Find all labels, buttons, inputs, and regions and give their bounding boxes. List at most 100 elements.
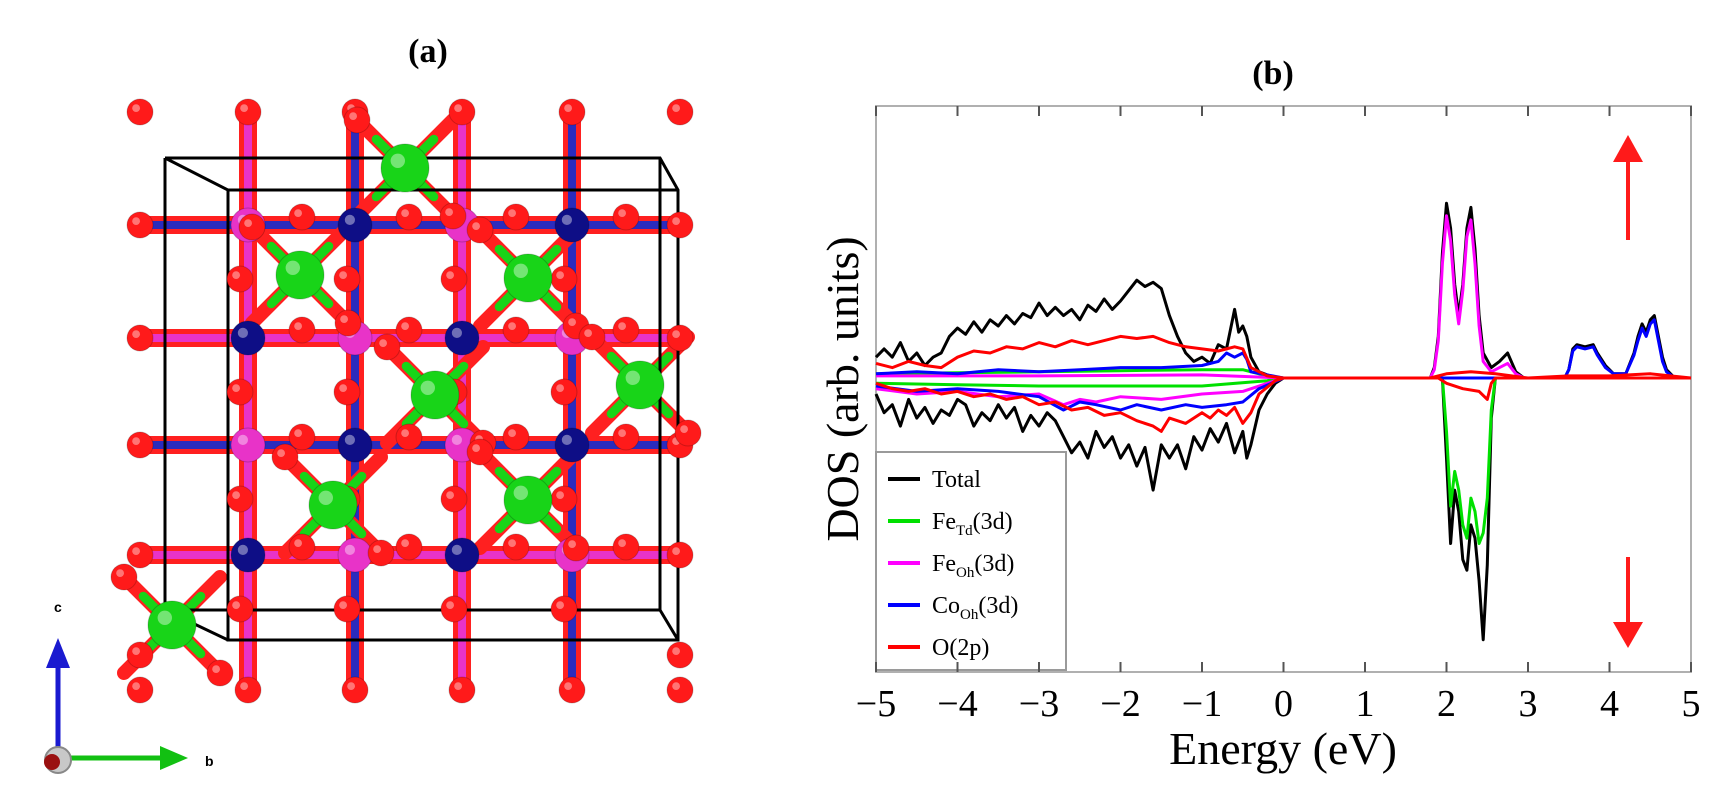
series-o-2p--spin-down: [875, 376, 1691, 433]
oxygen-atom: [440, 485, 468, 513]
dos-chart-panel: (b) Total FeTd(3d) FeOh(3d) CoOh(3d) O(2p) −…: [817, 55, 1701, 774]
oxygen-atom: [502, 423, 530, 451]
oxygen-atom: [288, 533, 316, 561]
oxygen-atom: [226, 378, 254, 406]
crystal-structure-panel: (a) c b: [44, 33, 702, 774]
oxygen-atom: [666, 676, 694, 704]
oxygen-atom: [126, 211, 154, 239]
oxygen-atom: [126, 541, 154, 569]
iron-oh-atom: [337, 537, 373, 573]
oxygen-atom: [395, 423, 423, 451]
oxygen-atom: [612, 203, 640, 231]
a-axis-icon: [44, 754, 60, 770]
oxygen-atom: [666, 324, 694, 352]
x-axis-title: Energy (eV): [1169, 723, 1397, 774]
oxygen-atom: [550, 595, 578, 623]
x-tick-label: −1: [1182, 683, 1222, 725]
iron-td-atom: [380, 143, 430, 193]
series-total-spin-up: [874, 278, 1691, 380]
spin-up-arrow: [1613, 135, 1643, 240]
oxygen-atom: [288, 316, 316, 344]
legend-item: FeTd(3d): [888, 509, 1013, 539]
cobalt-oh-atom: [337, 207, 373, 243]
oxygen-atom: [578, 323, 606, 351]
x-tick-label: −3: [1019, 683, 1059, 725]
oxygen-atom: [126, 324, 154, 352]
oxygen-atom: [612, 316, 640, 344]
oxygen-atom: [333, 378, 361, 406]
oxygen-atom: [466, 216, 494, 244]
x-tick-label: 0: [1274, 683, 1293, 725]
legend-item: O(2p): [888, 635, 989, 661]
bond-network: [117, 106, 695, 689]
x-tick-label: 4: [1600, 683, 1619, 725]
oxygen-atom: [341, 676, 369, 704]
oxygen-atom: [558, 98, 586, 126]
iron-td-atom: [275, 250, 325, 300]
atom-layer: [110, 98, 702, 704]
b-axis-label: b: [205, 753, 214, 769]
oxygen-atom: [466, 438, 494, 466]
legend-label: Total: [932, 467, 981, 493]
x-tick-label: −5: [856, 683, 896, 725]
oxygen-atom: [666, 641, 694, 669]
oxygen-atom: [126, 431, 154, 459]
cobalt-oh-atom: [554, 207, 590, 243]
cobalt-oh-atom: [337, 427, 373, 463]
series-fetd-3d--spin-down: [875, 376, 1691, 545]
cobalt-oh-atom: [554, 427, 590, 463]
series-feoh-3d--spin-up: [876, 214, 1691, 380]
iron-oh-atom: [230, 427, 266, 463]
oxygen-atom: [502, 203, 530, 231]
x-tick-label: 3: [1519, 683, 1538, 725]
oxygen-atom: [448, 98, 476, 126]
oxygen-atom: [226, 485, 254, 513]
legend-item: Total: [888, 467, 981, 493]
iron-td-atom: [147, 600, 197, 650]
legend-item: FeOh(3d): [888, 551, 1014, 581]
oxygen-atom: [110, 563, 138, 591]
oxygen-atom: [126, 98, 154, 126]
legend-label: FeTd(3d): [932, 509, 1013, 539]
x-tick-label: −4: [937, 683, 977, 725]
oxygen-atom: [612, 423, 640, 451]
x-axis-ticks: −5 −4 −3 −2 −1 0 1 2 3 4 5: [856, 106, 1701, 725]
series-cooh-3d--spin-down: [875, 376, 1691, 412]
panel-b-label: (b): [1252, 55, 1294, 92]
x-tick-label: 5: [1682, 683, 1701, 725]
oxygen-atom: [550, 378, 578, 406]
oxygen-atom: [271, 443, 299, 471]
iron-td-atom: [615, 360, 665, 410]
legend-label: O(2p): [932, 635, 989, 661]
oxygen-atom: [288, 423, 316, 451]
series-total-spin-down: [874, 376, 1691, 642]
oxygen-atom: [126, 676, 154, 704]
oxygen-atom: [206, 659, 234, 687]
oxygen-atom: [343, 106, 371, 134]
series-cooh-3d--spin-up: [875, 318, 1691, 380]
iron-td-atom: [308, 480, 358, 530]
oxygen-atom: [440, 595, 468, 623]
x-tick-label: 1: [1356, 683, 1375, 725]
iron-td-atom: [410, 370, 460, 420]
panel-a-label: (a): [408, 33, 448, 70]
oxygen-atom: [666, 541, 694, 569]
x-tick-label: −2: [1100, 683, 1140, 725]
oxygen-atom: [126, 641, 154, 669]
oxygen-atom: [373, 333, 401, 361]
legend-label: CoOh(3d): [932, 593, 1018, 623]
dos-series-layer: [874, 201, 1692, 642]
oxygen-atom: [502, 533, 530, 561]
iron-td-atom: [503, 475, 553, 525]
oxygen-atom: [439, 202, 467, 230]
cobalt-oh-atom: [230, 320, 266, 356]
oxygen-atom: [334, 309, 362, 337]
oxygen-atom: [666, 98, 694, 126]
cobalt-oh-atom: [444, 537, 480, 573]
oxygen-atom: [226, 595, 254, 623]
iron-td-atom: [503, 253, 553, 303]
cobalt-oh-atom: [230, 537, 266, 573]
oxygen-atom: [674, 419, 702, 447]
x-tick-label: 2: [1437, 683, 1456, 725]
